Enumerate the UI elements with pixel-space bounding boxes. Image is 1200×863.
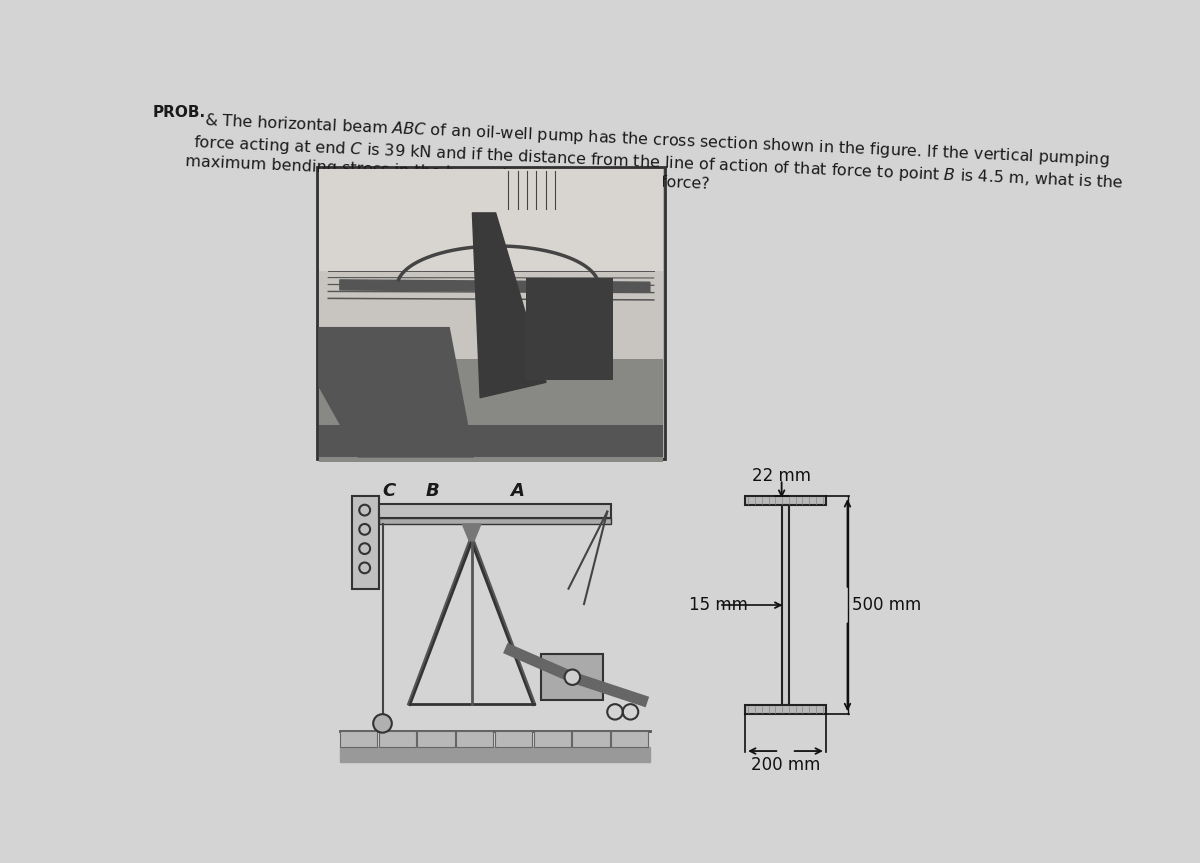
Bar: [352, 496, 379, 589]
Bar: [379, 504, 611, 518]
Polygon shape: [462, 524, 481, 541]
Text: maximum bending stress in the beam due to the pumping force?: maximum bending stress in the beam due t…: [185, 154, 709, 192]
Text: & The horizontal beam $ABC$ of an oil-well pump has the cross section shown in t: & The horizontal beam $ABC$ of an oil-we…: [204, 111, 1110, 170]
Bar: [541, 654, 604, 700]
Text: A: A: [510, 482, 524, 501]
Bar: [319, 359, 664, 462]
Bar: [745, 705, 826, 714]
Text: force acting at end $C$ is 39 kN and if the distance from the line of action of : force acting at end $C$ is 39 kN and if …: [193, 133, 1123, 192]
Bar: [526, 278, 613, 381]
Bar: [456, 731, 493, 746]
Bar: [534, 731, 571, 746]
Text: B: B: [425, 482, 439, 501]
Text: 200 mm: 200 mm: [751, 757, 820, 774]
Bar: [319, 169, 664, 272]
Bar: [782, 505, 788, 705]
Polygon shape: [340, 746, 650, 762]
Polygon shape: [340, 280, 650, 293]
Bar: [611, 731, 648, 746]
Bar: [572, 731, 610, 746]
Circle shape: [565, 670, 580, 685]
Bar: [319, 272, 664, 359]
Text: 22 mm: 22 mm: [752, 467, 811, 485]
Polygon shape: [473, 213, 546, 398]
Text: 500 mm: 500 mm: [852, 596, 922, 614]
Text: C: C: [383, 482, 396, 501]
Polygon shape: [319, 328, 474, 457]
Circle shape: [373, 715, 391, 733]
Bar: [494, 731, 532, 746]
Bar: [379, 518, 611, 524]
Bar: [319, 425, 664, 457]
Bar: [745, 496, 826, 505]
Text: PROB.: PROB.: [152, 105, 205, 120]
Text: 15 mm: 15 mm: [689, 596, 749, 614]
Bar: [317, 167, 665, 459]
Bar: [340, 731, 377, 746]
Bar: [379, 731, 416, 746]
Bar: [418, 731, 455, 746]
